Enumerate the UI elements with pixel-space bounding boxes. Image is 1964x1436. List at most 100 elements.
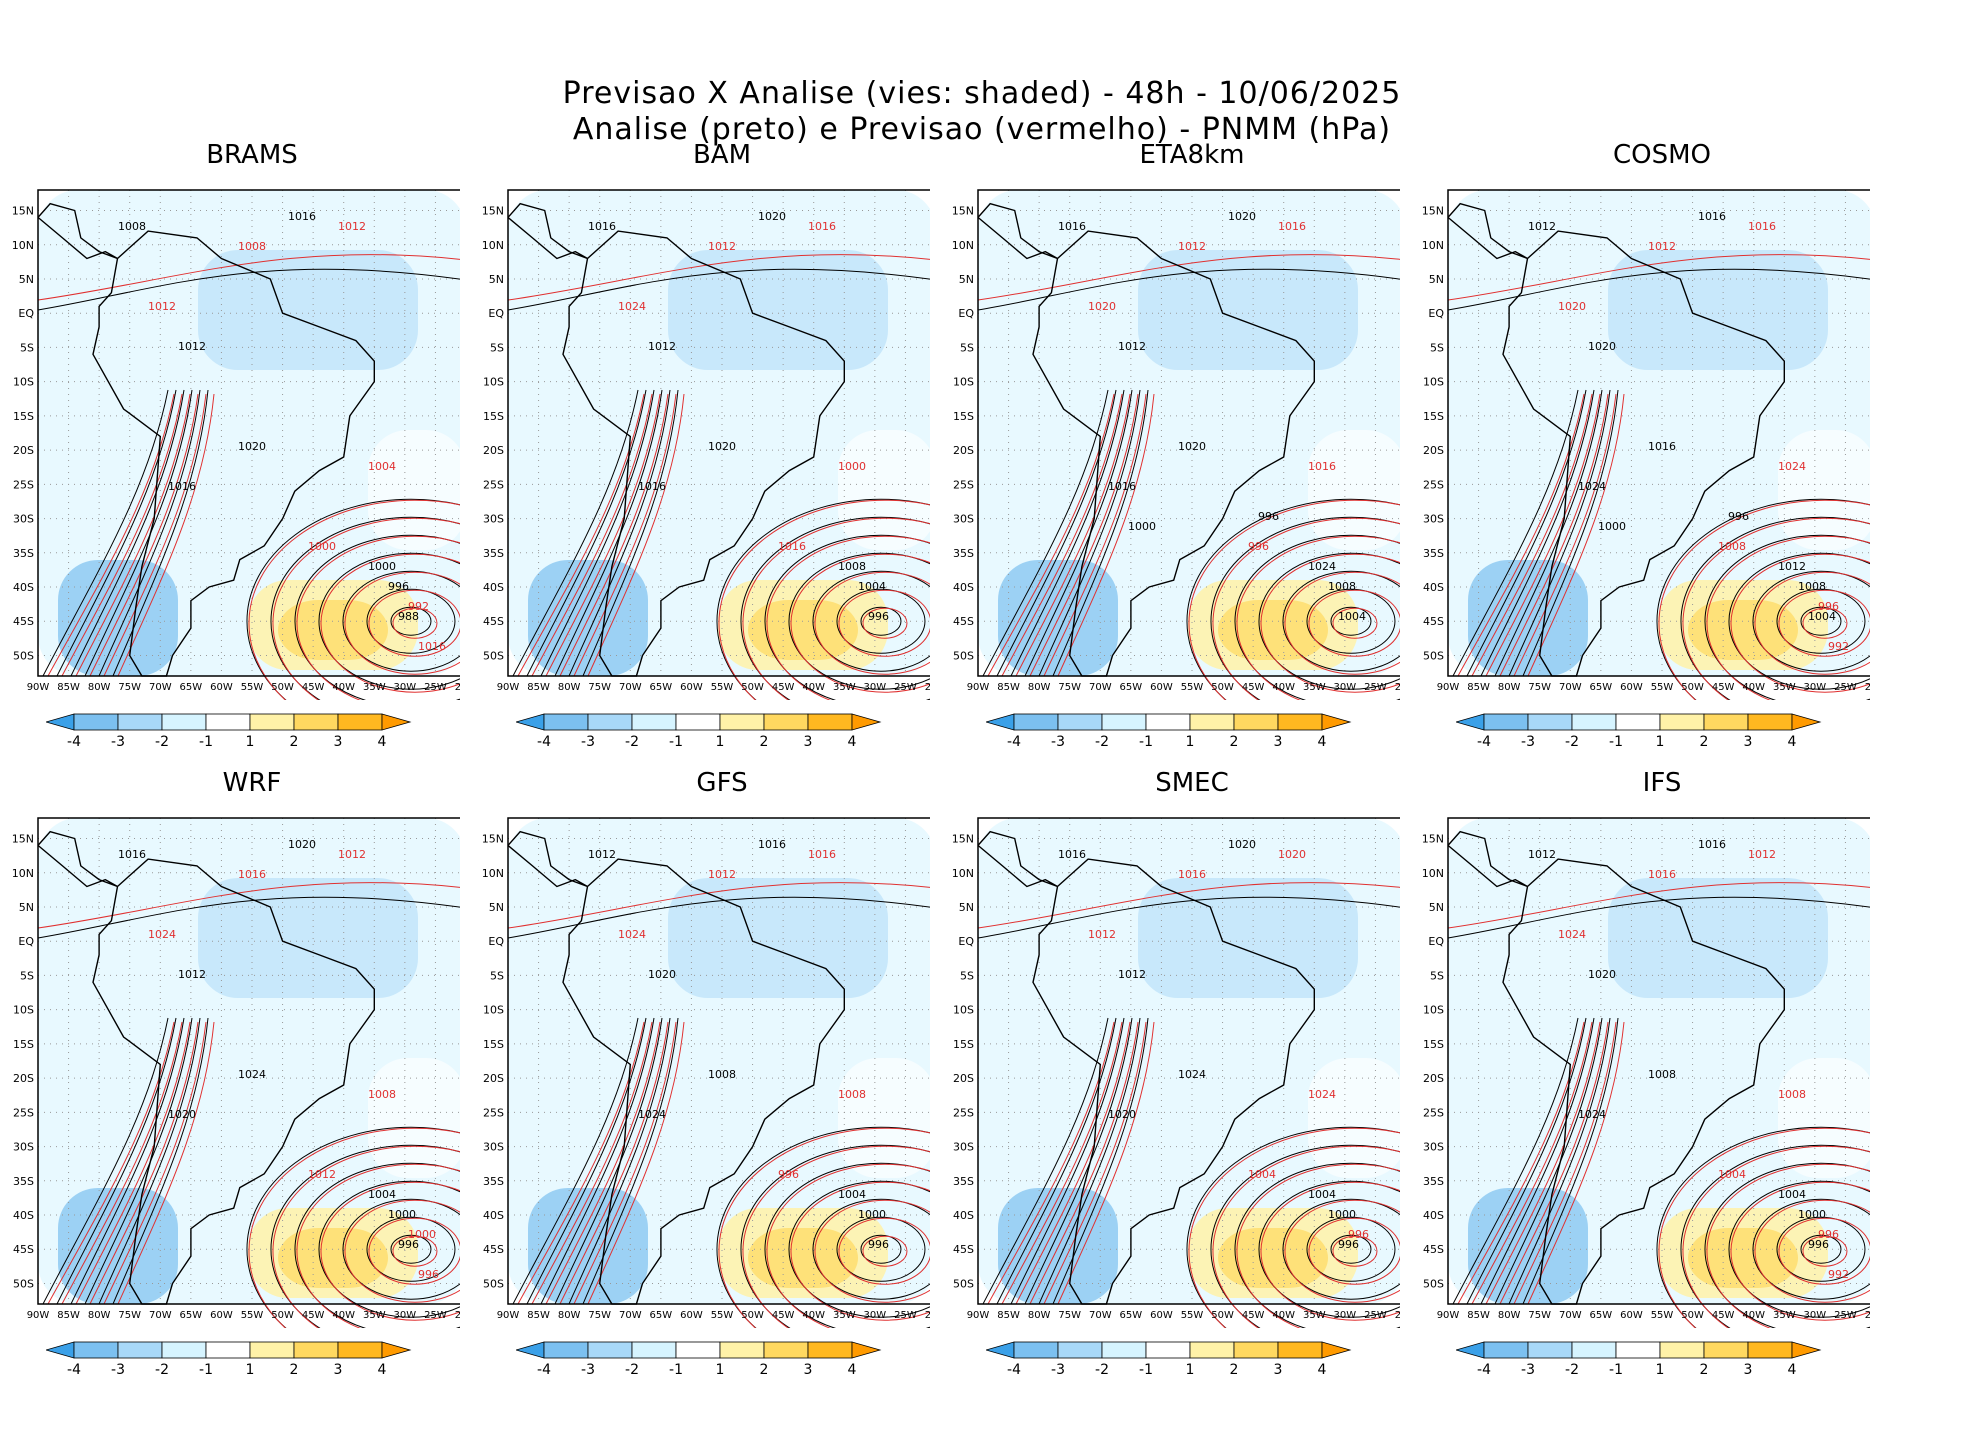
- analysis-isobar-label: 1020: [1588, 340, 1616, 353]
- forecast-isobar: [103, 1021, 207, 1305]
- analysis-isobar-label: 1020: [708, 440, 736, 453]
- colorbar: -4 -3 -2 -1 1 2 3 4: [1456, 1341, 1822, 1378]
- colorbar-label: 3: [804, 734, 813, 750]
- forecast-isobar-label: 1016: [238, 868, 266, 881]
- analysis-isobar-label: 1000: [1598, 520, 1626, 533]
- colorbar-label: -1: [199, 734, 213, 750]
- lon-tick-label: 50W: [741, 1310, 764, 1321]
- forecast-isobar-label: 996: [778, 1168, 799, 1181]
- analysis-isobar: [1010, 389, 1125, 677]
- forecast-isobar: [1212, 1145, 1400, 1328]
- analysis-isobar: [860, 1234, 902, 1264]
- coastline: [1502, 858, 1785, 1305]
- lon-tick-label: 65W: [650, 1310, 673, 1321]
- map-svg: 1020101610121020102410041000996101210161…: [12, 817, 460, 1328]
- colorbar-label: 1: [246, 1362, 255, 1378]
- lon-tick-label: 25W: [1364, 682, 1387, 693]
- colorbar-label: 1: [1656, 1362, 1665, 1378]
- forecast-isobar: [296, 535, 460, 700]
- lat-tick-label: 5N: [959, 901, 974, 914]
- lat-tick-label: 45S: [1423, 615, 1444, 628]
- lon-tick-label: 70W: [1089, 682, 1112, 693]
- analysis-isobar: [1752, 570, 1870, 672]
- forecast-isobar: [1658, 499, 1870, 700]
- forecast-isobar: [587, 1021, 685, 1305]
- forecast-isobar: [392, 607, 438, 639]
- panel-title: COSMO: [1612, 140, 1712, 170]
- forecast-isobar-label: 1024: [1308, 1088, 1336, 1101]
- forecast-isobar-label: 1016: [1748, 220, 1776, 233]
- lon-tick-label: 40W: [802, 682, 825, 693]
- lat-tick-label: EQ: [488, 935, 504, 948]
- lat-tick-label: EQ: [958, 307, 974, 320]
- analysis-isobar: [1258, 1180, 1400, 1318]
- lon-tick-label: 90W: [497, 1310, 520, 1321]
- colorbar-segment: [1747, 713, 1793, 731]
- analysis-isobar: [507, 268, 930, 311]
- forecast-isobar-label: 1008: [1778, 1088, 1806, 1101]
- forecast-isobar: [1471, 393, 1593, 677]
- analysis-isobar: [1330, 606, 1372, 636]
- lat-tick-label: 5S: [1430, 969, 1444, 982]
- map-border: [1447, 189, 1870, 677]
- map-border: [507, 817, 930, 1305]
- analysis-isobar: [112, 389, 209, 677]
- forecast-isobar: [1527, 1021, 1625, 1305]
- analysis-isobar: [1776, 588, 1866, 654]
- lon-tick-label: 50W: [741, 682, 764, 693]
- lon-tick-label: 60W: [210, 682, 233, 693]
- panel-title: GFS: [696, 768, 748, 798]
- analysis-isobar: [1452, 389, 1579, 677]
- forecast-isobar: [1802, 607, 1848, 639]
- analysis-isobar: [246, 1126, 460, 1328]
- colorbar-label: 2: [1230, 734, 1239, 750]
- coastline: [507, 830, 588, 888]
- lon-tick-label: 30W: [1334, 682, 1357, 693]
- forecast-isobar-label: 1012: [1748, 848, 1776, 861]
- colorbar-segment: [1013, 713, 1059, 731]
- bias-shade: [1688, 600, 1798, 660]
- lat-tick-label: 10S: [483, 376, 504, 389]
- analysis-isobar: [1210, 516, 1400, 700]
- forecast-isobar: [1778, 1217, 1870, 1285]
- colorbar: -4 -3 -2 -1 1 2 3 4: [1456, 713, 1822, 750]
- colorbar-segment: [1233, 713, 1279, 731]
- analysis-isobar: [860, 606, 902, 636]
- colorbar-label: 2: [1230, 1362, 1239, 1378]
- lon-tick-label: 75W: [588, 1310, 611, 1321]
- lon-tick-label: 35W: [833, 1310, 856, 1321]
- map-svg: 1020 1016 1012 1020 1024 1004 1000 996 1020 1016 1…: [952, 817, 1400, 1328]
- lon-tick-label: 35W: [363, 1310, 386, 1321]
- colorbar-segment: [73, 1341, 119, 1359]
- bias-shade: [668, 878, 888, 998]
- colorbar-label: 2: [290, 1362, 299, 1378]
- analysis-isobar: [788, 1180, 930, 1318]
- lat-tick-label: 10N: [952, 867, 974, 880]
- colorbar-segment: [1527, 713, 1573, 731]
- forecast-isobar: [718, 1127, 930, 1328]
- colorbar-label: -3: [581, 1362, 595, 1378]
- analysis-isobar-label: 1024: [1578, 1108, 1606, 1121]
- lat-tick-label: 45S: [953, 1243, 974, 1256]
- colorbar-label: -4: [537, 734, 551, 750]
- lon-tick-label: 25W: [1364, 1310, 1387, 1321]
- colorbar-label: -3: [1051, 734, 1065, 750]
- panel-title: WRF: [222, 768, 282, 798]
- colorbar-label: 2: [1700, 1362, 1709, 1378]
- forecast-isobar-label: 1000: [408, 1228, 436, 1241]
- lon-tick-label: 70W: [149, 1310, 172, 1321]
- lat-tick-label: 25S: [13, 478, 34, 491]
- analysis-isobar: [1258, 552, 1400, 690]
- analysis-isobar: [1800, 606, 1842, 636]
- forecast-isobar: [742, 1145, 930, 1328]
- analysis-isobar-label: 1020: [648, 968, 676, 981]
- lon-tick-label: 50W: [271, 682, 294, 693]
- forecast-isobar-label: 1008: [238, 240, 266, 253]
- lon-tick-label: 80W: [1028, 682, 1051, 693]
- lat-tick-label: 5S: [960, 341, 974, 354]
- analysis-isobar-label: 1000: [858, 1208, 886, 1221]
- analysis-isobar: [716, 498, 930, 700]
- lat-tick-label: 45S: [13, 615, 34, 628]
- coastline: [1447, 202, 1528, 260]
- lat-tick-label: 15N: [952, 833, 974, 846]
